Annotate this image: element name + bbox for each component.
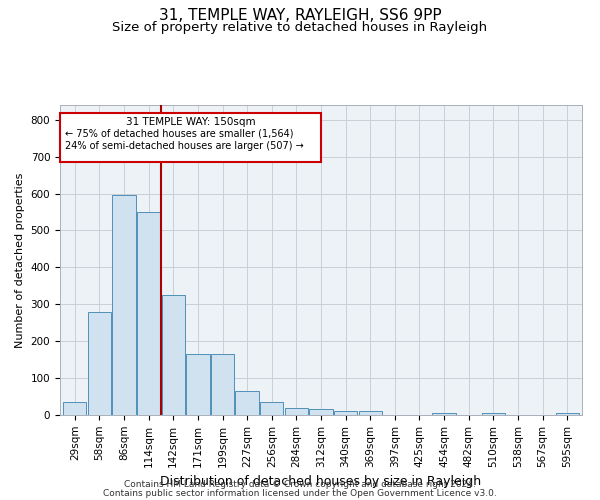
Text: 31, TEMPLE WAY, RAYLEIGH, SS6 9PP: 31, TEMPLE WAY, RAYLEIGH, SS6 9PP — [158, 8, 442, 22]
Text: Size of property relative to detached houses in Rayleigh: Size of property relative to detached ho… — [112, 21, 488, 34]
Text: Contains HM Land Registry data © Crown copyright and database right 2024.: Contains HM Land Registry data © Crown c… — [124, 480, 476, 489]
Bar — [284, 408, 308, 415]
Bar — [433, 413, 456, 415]
Text: 24% of semi-detached houses are larger (507) →: 24% of semi-detached houses are larger (… — [65, 142, 304, 152]
FancyBboxPatch shape — [60, 113, 321, 162]
Bar — [359, 412, 382, 415]
Y-axis label: Number of detached properties: Number of detached properties — [15, 172, 25, 348]
Text: Contains public sector information licensed under the Open Government Licence v3: Contains public sector information licen… — [103, 489, 497, 498]
Bar — [186, 354, 209, 415]
Bar — [482, 413, 505, 415]
Bar — [211, 354, 234, 415]
Bar — [137, 212, 160, 415]
Text: 31 TEMPLE WAY: 150sqm: 31 TEMPLE WAY: 150sqm — [125, 118, 256, 128]
Bar — [556, 413, 579, 415]
Bar — [310, 410, 332, 415]
Bar — [334, 412, 358, 415]
Bar — [260, 402, 283, 415]
Bar — [161, 295, 185, 415]
Bar — [235, 391, 259, 415]
Bar — [112, 196, 136, 415]
Text: ← 75% of detached houses are smaller (1,564): ← 75% of detached houses are smaller (1,… — [65, 129, 294, 139]
X-axis label: Distribution of detached houses by size in Rayleigh: Distribution of detached houses by size … — [160, 475, 482, 488]
Bar — [63, 402, 86, 415]
Bar — [88, 312, 111, 415]
